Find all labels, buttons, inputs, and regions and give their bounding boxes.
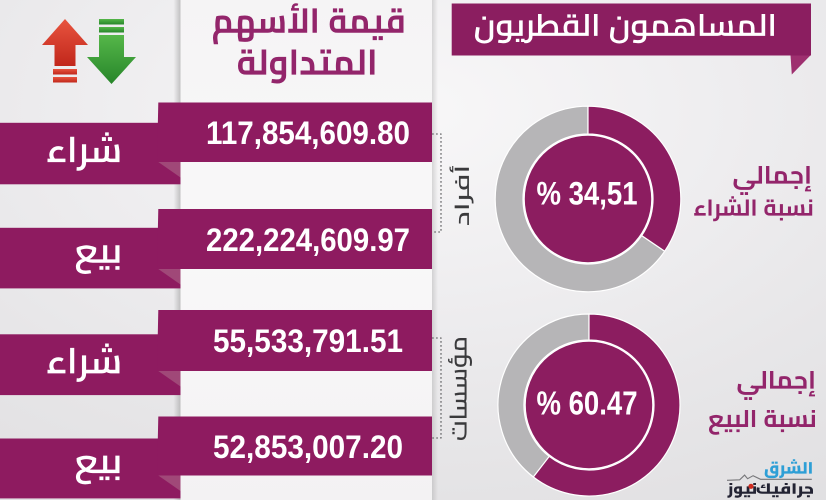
svg-text:52,853,007.20: 52,853,007.20: [213, 429, 403, 465]
svg-text:55,533,791.51: 55,533,791.51: [213, 323, 403, 359]
svg-text:117,854,609.80: 117,854,609.80: [206, 115, 410, 151]
svg-text:% 34,51: % 34,51: [537, 175, 638, 211]
svg-text:222,224,609.97: 222,224,609.97: [206, 222, 410, 258]
svg-text:% 60.47: % 60.47: [537, 385, 638, 422]
